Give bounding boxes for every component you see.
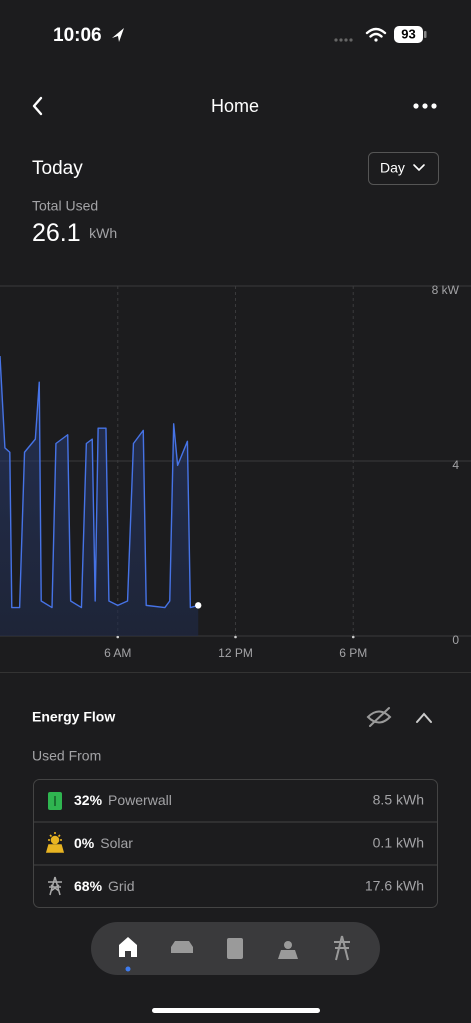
hide-button[interactable]: [366, 707, 392, 727]
total-number: 26.1: [32, 219, 81, 247]
y-tick-label: 8 kW: [432, 283, 460, 297]
source-percent: 32%: [74, 792, 103, 808]
collapse-button[interactable]: [416, 712, 432, 723]
x-tick-mark: [351, 635, 355, 639]
tab-powerwall[interactable]: [227, 938, 243, 959]
area-fill: [0, 356, 199, 636]
battery-level: 93: [401, 26, 415, 41]
battery-tip: [424, 31, 427, 38]
y-tick-label: 4: [452, 458, 459, 472]
total-label: Total Used: [32, 198, 98, 214]
grid-icon: [48, 876, 62, 896]
more-button[interactable]: [413, 103, 437, 109]
line: [0, 355, 199, 609]
source-row-label: 0% Solar: [74, 835, 133, 851]
tab-solar[interactable]: [278, 941, 298, 959]
solar-icon: [45, 832, 65, 853]
y-tick-label: 0: [452, 633, 459, 647]
tab-grid[interactable]: [334, 935, 350, 961]
source-row-label: 68% Grid: [74, 878, 134, 894]
chart: 8 kW 4 0 6 AM 12 PM 6 PM: [0, 283, 471, 660]
energy-flow-title: Energy Flow: [32, 709, 115, 725]
source-name: Solar: [100, 835, 133, 851]
current-point: [195, 602, 202, 609]
source-name: Powerwall: [108, 792, 172, 808]
source-amount: 0.1 kWh: [373, 835, 424, 851]
page-title: Home: [211, 96, 259, 116]
period-button[interactable]: Day: [368, 152, 439, 185]
tab-indicator: [125, 966, 131, 972]
signal-icon: [334, 38, 353, 42]
source-percent: 0%: [74, 835, 95, 851]
sources-table: [33, 779, 438, 908]
total-value: 26.1 kWh: [32, 219, 117, 247]
source-amount: 17.6 kWh: [365, 878, 424, 894]
x-tick-mark: [116, 635, 120, 639]
x-tick-label: 6 PM: [339, 646, 367, 660]
location-icon: [112, 28, 124, 42]
wifi-icon: [365, 27, 387, 42]
source-amount: 8.5 kWh: [373, 792, 424, 808]
source-name: Grid: [108, 878, 134, 894]
section-title: Today: [32, 158, 83, 179]
source-percent: 68%: [74, 878, 103, 894]
tab-vehicle[interactable]: [171, 941, 193, 953]
x-tick-label: 12 PM: [218, 646, 253, 660]
status-time: 10:06: [53, 25, 102, 46]
battery-icon: [394, 26, 423, 43]
period-label: Day: [380, 160, 405, 176]
total-unit: kWh: [89, 225, 117, 241]
used-from-label: Used From: [32, 748, 101, 764]
source-row-label: 32% Powerwall: [74, 792, 172, 808]
x-tick-mark: [234, 635, 237, 639]
back-button[interactable]: [32, 96, 43, 116]
x-tick-label: 6 AM: [104, 646, 131, 660]
home-indicator: [152, 1008, 320, 1013]
tab-home[interactable]: [119, 937, 137, 957]
